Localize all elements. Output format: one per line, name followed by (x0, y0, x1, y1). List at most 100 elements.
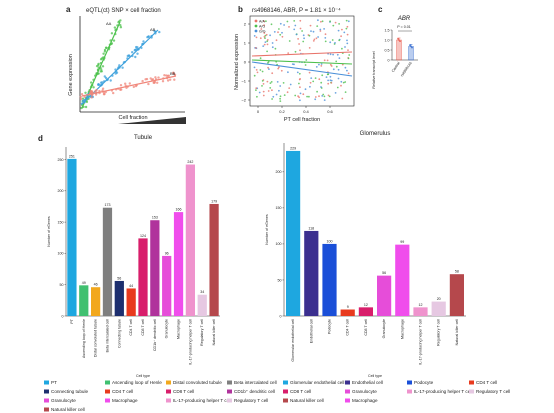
panel-a-point (128, 82, 131, 85)
panel-a-point (112, 91, 115, 95)
bar-category-label: Glomerular endothelial cell (291, 319, 295, 362)
panel-b-point (340, 84, 342, 87)
bar-category-label: CD4 T cell (129, 319, 133, 336)
panel-b-point (268, 68, 270, 70)
bar (322, 243, 337, 316)
panel-b-point (297, 38, 299, 40)
bar-value-label: 46 (94, 283, 98, 287)
panel-c-point (410, 45, 412, 48)
panel-c-bar (408, 46, 414, 61)
panel-a-point (97, 63, 100, 67)
panel-b-point (255, 47, 257, 49)
panel-a-point (84, 105, 88, 109)
bar-category-label: Granulocyte (382, 319, 386, 338)
panel-b-point (312, 80, 315, 83)
bar-value-label: 12 (364, 303, 368, 307)
panel-b-point (329, 79, 332, 82)
panel-c-point (411, 46, 413, 49)
panel-b-point (346, 39, 348, 42)
legend-swatch (44, 389, 49, 394)
panel-c-ytick-label: 0 (388, 58, 390, 62)
panel-b-point (329, 75, 332, 78)
panel-b-yticks: 2 1 0 −1 −2 (241, 22, 250, 103)
legend-label: CD4 T cell (476, 380, 497, 385)
panel-a-point (119, 24, 122, 27)
legend-label: Regulatory T cell (476, 389, 510, 394)
panel-b-point (327, 79, 329, 82)
panel-c-point (398, 39, 400, 41)
bar-value-label: 100 (327, 239, 333, 243)
panel-b-point (332, 53, 334, 56)
panel-b-point (304, 64, 307, 66)
bar-category-label: IL-17-producing helper T cell (419, 319, 423, 365)
panel-b-point (334, 92, 337, 94)
panel-b-point (265, 33, 268, 36)
bar-value-label: 124 (140, 234, 146, 238)
panel-b-point (299, 19, 302, 22)
legend-swatch (469, 389, 474, 394)
panel-a-point (169, 78, 172, 81)
panel-b-legend-label: A/G (259, 25, 265, 29)
panel-b-point (327, 82, 330, 85)
panel-a-point (147, 82, 150, 86)
panel-b-point (263, 32, 266, 34)
bar-category-label: Natural killer cell (212, 319, 216, 346)
panel-b: b rs4968146, ABR, P = 1.81 × 10⁻⁴ Normal… (234, 5, 355, 123)
panel-b-legend-label: G/G (259, 30, 266, 34)
legend-tubule: PT Ascending loop of Henle Distal convolut… (44, 380, 277, 412)
panel-a-point (99, 58, 103, 61)
panel-b-legend-swatch (254, 29, 258, 33)
panel-b-point (303, 37, 305, 40)
panel-b-point (271, 98, 273, 100)
chart-xlabel: Cell type (136, 374, 150, 378)
panel-b-point (314, 77, 317, 79)
legend-swatch (345, 398, 350, 403)
bar (340, 309, 355, 316)
panel-a-point (113, 26, 117, 29)
panel-b-xtick-label: 0.4 (303, 109, 309, 114)
legend-label: IL-17-producing helper T cell (173, 398, 231, 403)
panel-b-point (253, 35, 256, 37)
panel-b-point (347, 72, 350, 75)
panel-b-point (318, 95, 320, 98)
panel-a-point (166, 79, 170, 82)
bar-category-label: IL-17-producing helper T cell (188, 319, 192, 365)
legend-glomerulus: Glomerular endothelial cell Endothelial c… (283, 380, 510, 403)
panel-b-point (341, 28, 343, 31)
bar-category-label: Distal convoluted tubule (94, 319, 98, 357)
panel-a-point (104, 76, 108, 80)
panel-b-point (267, 62, 269, 64)
bar (304, 230, 319, 316)
panel-b-point (296, 71, 299, 74)
panel-b-point (344, 66, 347, 69)
panel-c-xtick-label: Control (391, 61, 401, 73)
bar-value-label: 99 (400, 240, 404, 244)
bar (79, 285, 89, 316)
panel-b-point (337, 29, 340, 32)
panel-b-point (347, 20, 350, 23)
panel-c-point (409, 44, 411, 46)
bar-value-label: 12 (419, 303, 423, 307)
bar (377, 275, 392, 316)
bar-value-label: 173 (104, 203, 110, 207)
panel-a-point (147, 35, 150, 38)
panel-b-point (256, 71, 259, 74)
panel-b-point (322, 93, 325, 96)
panel-b-point (279, 85, 282, 87)
legend-swatch (166, 398, 171, 403)
panel-b-point (323, 99, 326, 101)
panel-b-point (255, 36, 258, 39)
panel-b-point (262, 94, 265, 97)
panel-b-point (281, 31, 283, 34)
panel-b-point (329, 20, 331, 23)
panel-b-point (343, 31, 346, 34)
panel-b-point (263, 43, 266, 46)
legend-swatch (407, 380, 412, 385)
panel-b-point (302, 40, 305, 43)
panel-b-title: rs4968146, ABR, P = 1.81 × 10⁻⁴ (252, 7, 341, 14)
legend-swatch (345, 380, 350, 385)
panel-b-point (323, 28, 325, 30)
panel-b-point (288, 40, 291, 42)
legend-swatch (283, 380, 288, 385)
panel-b-point (273, 31, 276, 33)
